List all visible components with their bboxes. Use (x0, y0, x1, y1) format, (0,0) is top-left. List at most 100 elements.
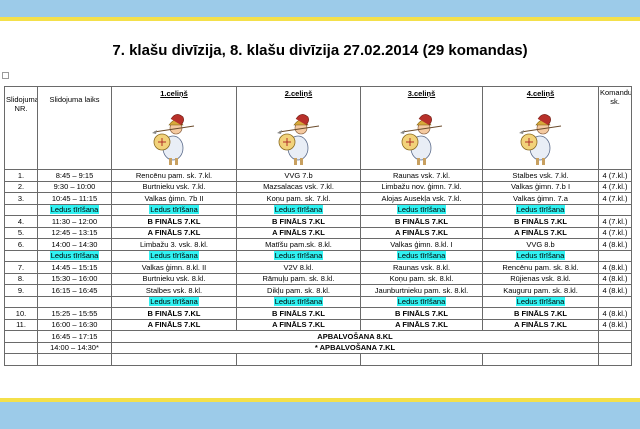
header-row: Slidojuma NR. Slidojuma laiks 1.celiņš 2… (4, 86, 632, 170)
cell-lane-1: Rencēnu pam. sk. 7.kl. (111, 169, 237, 182)
cell-lane-2: Ledus tīrīšana (236, 295, 361, 308)
ice-cleaning-row: Ledus tīrīšana Ledus tīrīšana Ledus tīrīša… (4, 295, 632, 308)
spartan-warrior-icon (399, 114, 442, 165)
empty-cell (482, 353, 599, 366)
spartan-warrior-icon (152, 114, 195, 165)
cell-lane-4: Valkas ģimn. 7.a (482, 192, 599, 205)
bottom-band-yellow (0, 398, 640, 402)
cell-lane-2: VVG 7.b (236, 169, 361, 182)
cell-lane-4: A FINĀLS 7.KL (482, 226, 599, 239)
cell-teams: 4 (7.kl.) (598, 169, 632, 182)
table-row: 3. 10:45 – 11:15 Valkas ģimn. 7b II Koņu pa… (4, 192, 632, 205)
cell-time: 8:45 – 9:15 (37, 169, 112, 182)
cell-lane-4: Rūjienas vsk. 8.kl. (482, 272, 599, 285)
cell-nr (4, 203, 38, 216)
cell-nr: 6. (4, 238, 38, 251)
cell-lane-3: Alojas Ausekļa vsk. 7.kl. (360, 192, 483, 205)
cell-lane-3: B FINĀLS 7.KL (360, 215, 483, 228)
table-row: 7. 14:45 – 15:15 Valkas ģimn. 8.kl. II V2V … (4, 261, 632, 274)
cell-teams (598, 203, 632, 216)
cell-teams: 4 (8.kl.) (598, 238, 632, 251)
ice-label: Ledus tīrīšana (49, 205, 100, 215)
table-row: 1. 8:45 – 9:15 Rencēnu pam. sk. 7.kl. VVG 7… (4, 169, 632, 182)
cell-time: 12:45 – 13:15 (37, 226, 112, 239)
ice-label: Ledus tīrīšana (396, 251, 447, 261)
cell-nr (4, 249, 38, 262)
cell-lane-2: A FINĀLS 7.KL (236, 226, 361, 239)
cell-teams: 4 (7.kl.) (598, 226, 632, 239)
ice-label: Ledus tīrīšana (49, 251, 100, 261)
cell-lane-1: Ledus tīrīšana (111, 203, 237, 216)
cell-time: 16:15 – 16:45 (37, 284, 112, 297)
cell-teams (598, 330, 632, 343)
cell-lane-3: Ledus tīrīšana (360, 295, 483, 308)
award-row: 16:45 – 17:15 APBALVOŠANA 8.KL (4, 330, 632, 343)
table-row: 5. 12:45 – 13:15 A FINĀLS 7.KL A FINĀLS 7.K… (4, 226, 632, 239)
cell-nr (4, 295, 38, 308)
cell-lane-3: Raunas vsk. 7.kl. (360, 169, 483, 182)
cell-time: 14:00 – 14:30* (37, 341, 112, 354)
cell-lane-1: Ledus tīrīšana (111, 295, 237, 308)
empty-cell (598, 353, 632, 366)
table-row: 2. 9:30 – 10:00 Burtnieku vsk. 7.kl. Mazsal… (4, 180, 632, 193)
cell-nr: 7. (4, 261, 38, 274)
cell-lane-4: Rencēnu pam. sk. 8.kl. (482, 261, 599, 274)
empty-cell (4, 353, 38, 366)
ice-label: Ledus tīrīšana (515, 251, 566, 261)
cell-nr: 4. (4, 215, 38, 228)
cell-lane-1: Stalbes vsk. 8.kl. (111, 284, 237, 297)
cell-time: Ledus tīrīšana (37, 203, 112, 216)
ice-label: Ledus tīrīšana (273, 297, 324, 307)
cell-time: 10:45 – 11:15 (37, 192, 112, 205)
cell-lane-3: Valkas ģimn. 8.kl. I (360, 238, 483, 251)
header-lane-3: 3.celiņš (360, 86, 483, 170)
cell-lane-2: B FINĀLS 7.KL (236, 215, 361, 228)
cell-lane-3: A FINĀLS 7.KL (360, 226, 483, 239)
cell-lane-3: A FINĀLS 7.KL (360, 318, 483, 331)
table-row: 6. 14:00 – 14:30 Limbažu 3. vsk. 8.kl. Matī… (4, 238, 632, 251)
cell-lane-2: Mazsalacas vsk. 7.kl. (236, 180, 361, 193)
header-nr: Slidojuma NR. (4, 86, 38, 170)
ice-label: Ledus tīrīšana (396, 205, 447, 215)
cell-lane-1: Limbažu 3. vsk. 8.kl. (111, 238, 237, 251)
table-row: 4. 11:30 – 12:00 B FINĀLS 7.KL B FINĀLS 7.K… (4, 215, 632, 228)
cell-teams (598, 249, 632, 262)
cell-time (37, 295, 112, 308)
award-row: 14:00 – 14:30* * APBALVOŠANA 7.KL (4, 341, 632, 354)
ice-label: Ledus tīrīšana (149, 251, 199, 261)
cell-lane-2: Dikļu pam. sk. 8.kl. (236, 284, 361, 297)
cell-lane-2: V2V 8.kl. (236, 261, 361, 274)
cell-lane-2: Rāmuļu pam. sk. 8.kl. (236, 272, 361, 285)
cell-teams: 4 (8.kl.) (598, 272, 632, 285)
ice-label: Ledus tīrīšana (273, 205, 324, 215)
cell-lane-4: B FINĀLS 7.KL (482, 215, 599, 228)
bottom-band-blue (0, 402, 640, 429)
cell-nr: 10. (4, 307, 38, 320)
header-lane-2: 2.celiņš (236, 86, 361, 170)
table-anchor-icon (2, 72, 9, 79)
cell-time: 16:00 – 16:30 (37, 318, 112, 331)
cell-lane-1: B FINĀLS 7.KL (111, 307, 237, 320)
cell-lane-4: Valkas ģimn. 7.b I (482, 180, 599, 193)
ice-label: Ledus tīrīšana (149, 297, 199, 307)
cell-lane-4: Ledus tīrīšana (482, 203, 599, 216)
empty-cell (360, 353, 483, 366)
cell-lane-3: B FINĀLS 7.KL (360, 307, 483, 320)
cell-teams: 4 (8.kl.) (598, 307, 632, 320)
cell-teams: 4 (7.kl.) (598, 192, 632, 205)
cell-nr: 9. (4, 284, 38, 297)
spartan-warrior-icon (276, 114, 319, 165)
ice-cleaning-row: Ledus tīrīšana Ledus tīrīšana Ledus tīrīša… (4, 203, 632, 216)
table-row (4, 353, 632, 366)
cell-teams (598, 295, 632, 308)
cell-lane-4: Stalbes vsk. 7.kl. (482, 169, 599, 182)
empty-cell (37, 353, 112, 366)
cell-time: Ledus tīrīšana (37, 249, 112, 262)
cell-lane-2: Matīšu pam.sk. 8.kl. (236, 238, 361, 251)
top-band-blue (0, 0, 640, 17)
cell-time: 14:45 – 15:15 (37, 261, 112, 274)
ice-label: Ledus tīrīšana (273, 251, 324, 261)
cell-lane-2: B FINĀLS 7.KL (236, 307, 361, 320)
cell-teams: 4 (8.kl.) (598, 318, 632, 331)
table-row: 11. 16:00 – 16:30 A FINĀLS 7.KL A FINĀLS 7.… (4, 318, 632, 331)
